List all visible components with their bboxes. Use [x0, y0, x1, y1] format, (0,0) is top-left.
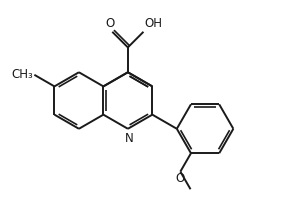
Text: OH: OH	[145, 17, 163, 30]
Text: CH₃: CH₃	[11, 68, 33, 81]
Text: N: N	[125, 133, 134, 145]
Text: O: O	[106, 17, 115, 30]
Text: O: O	[176, 172, 185, 186]
